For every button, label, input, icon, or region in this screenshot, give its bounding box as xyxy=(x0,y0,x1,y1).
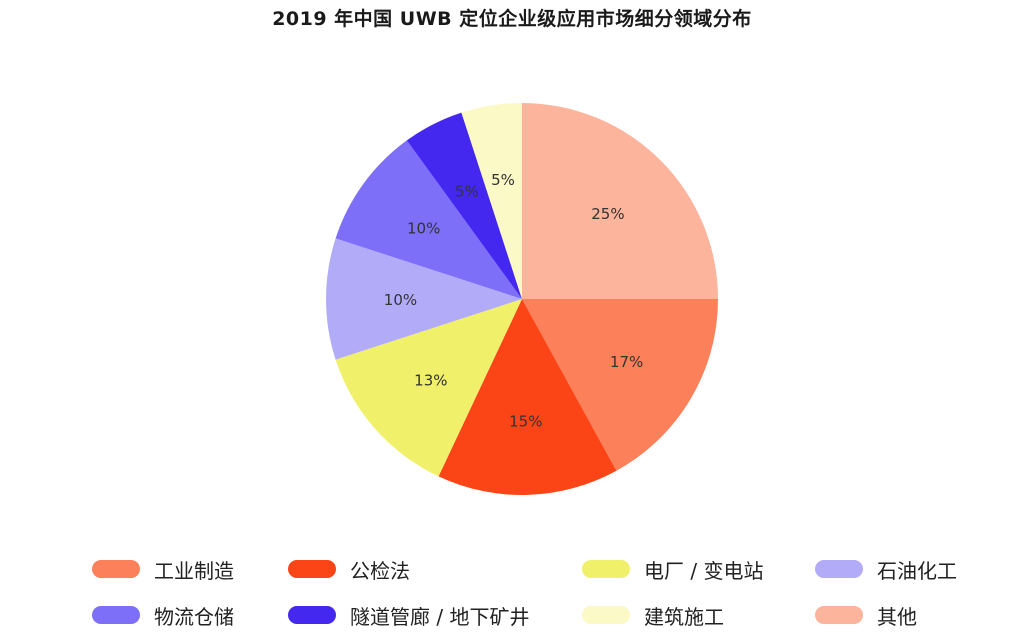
legend-label: 石油化工 xyxy=(877,558,957,583)
slice-value-label: 17% xyxy=(610,353,643,371)
legend-label: 建筑施工 xyxy=(644,604,724,629)
legend-swatch xyxy=(288,560,336,578)
slice-value-label: 10% xyxy=(384,291,417,309)
legend-swatch xyxy=(815,560,863,578)
legend-label: 隧道管廊 / 地下矿井 xyxy=(350,604,530,629)
legend-swatch xyxy=(92,560,140,578)
pie-slice-3 xyxy=(335,299,522,477)
slice-value-label: 5% xyxy=(455,183,479,201)
pie-slice-1 xyxy=(522,299,718,471)
legend-item: 石油化工 xyxy=(815,558,957,583)
legend-label: 物流仓储 xyxy=(154,604,234,629)
slice-value-label: 13% xyxy=(414,371,447,389)
legend-swatch xyxy=(92,606,140,624)
pie-slice-0 xyxy=(522,103,718,299)
legend-item: 工业制造 xyxy=(92,558,234,583)
legend-item: 建筑施工 xyxy=(582,604,724,629)
pie-slice-2 xyxy=(438,299,617,495)
chart-title: 2019 年中国 UWB 定位企业级应用市场细分领域分布 xyxy=(272,8,752,30)
legend-swatch xyxy=(815,606,863,624)
legend-item: 隧道管廊 / 地下矿井 xyxy=(288,604,529,629)
legend-item: 公检法 xyxy=(288,558,410,583)
slice-value-label: 10% xyxy=(407,220,440,238)
pie-slice-4 xyxy=(325,238,522,360)
slice-value-label: 5% xyxy=(491,171,515,189)
legend-swatch xyxy=(582,606,630,624)
legend-item: 物流仓储 xyxy=(92,604,234,629)
legend-label: 其他 xyxy=(877,604,917,629)
legend-label: 工业制造 xyxy=(154,558,234,583)
legend-swatch xyxy=(582,560,630,578)
slice-value-label: 25% xyxy=(591,205,624,223)
legend-swatch xyxy=(288,606,336,624)
legend-label: 公检法 xyxy=(350,558,410,583)
pie-slice-7 xyxy=(461,103,522,299)
slice-value-label: 15% xyxy=(509,412,542,430)
legend-item: 电厂 / 变电站 xyxy=(582,558,763,583)
pie-slice-5 xyxy=(335,140,522,299)
legend-item: 其他 xyxy=(815,604,917,629)
pie-slice-6 xyxy=(406,112,522,299)
legend-label: 电厂 / 变电站 xyxy=(644,558,764,583)
